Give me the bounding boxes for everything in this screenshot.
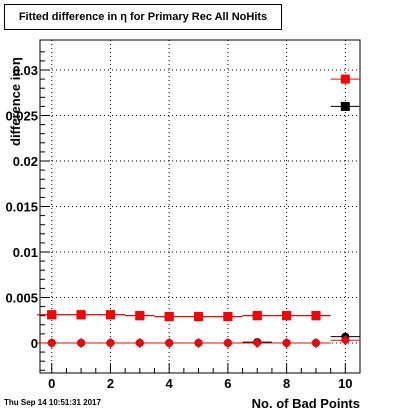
x-tick-label: 6 bbox=[224, 376, 231, 391]
data-point bbox=[222, 337, 233, 348]
data-point bbox=[310, 337, 321, 348]
data-point bbox=[281, 337, 292, 348]
data-point bbox=[47, 310, 57, 320]
y-tick-label: 0.005 bbox=[5, 290, 38, 305]
data-point bbox=[311, 311, 321, 321]
x-tick-label: 10 bbox=[338, 376, 352, 391]
y-axis-label: difference in η bbox=[8, 57, 23, 146]
data-point bbox=[164, 337, 175, 348]
data-point bbox=[135, 311, 145, 321]
data-point bbox=[252, 311, 262, 321]
data-point bbox=[76, 310, 86, 320]
data-point bbox=[340, 101, 350, 111]
x-axis-label: No. of Bad Points bbox=[251, 396, 360, 411]
y-tick-label: 0.02 bbox=[13, 154, 38, 169]
x-tick-label: 8 bbox=[283, 376, 290, 391]
data-point bbox=[340, 335, 351, 346]
y-tick-label: 0.01 bbox=[13, 245, 38, 260]
data-point bbox=[340, 74, 350, 84]
chart-title: Fitted difference in η for Primary Rec A… bbox=[4, 4, 282, 30]
y-tick-label: 0 bbox=[31, 336, 38, 351]
data-point bbox=[282, 311, 292, 321]
data-point bbox=[193, 337, 204, 348]
data-point bbox=[105, 337, 116, 348]
data-point bbox=[105, 310, 115, 320]
data-point bbox=[164, 312, 174, 322]
x-tick-label: 4 bbox=[166, 376, 174, 391]
data-point bbox=[194, 312, 204, 322]
data-point bbox=[134, 337, 145, 348]
x-tick-label: 2 bbox=[107, 376, 114, 391]
y-tick-label: 0.025 bbox=[5, 109, 38, 124]
y-tick-label: 0.03 bbox=[13, 63, 38, 78]
data-point bbox=[223, 312, 233, 322]
data-point bbox=[76, 337, 87, 348]
data-point bbox=[252, 337, 263, 348]
data-point bbox=[46, 337, 57, 348]
y-tick-label: 0.015 bbox=[5, 200, 38, 215]
x-tick-label: 0 bbox=[48, 376, 55, 391]
timestamp: Thu Sep 14 10:51:31 2017 bbox=[4, 398, 101, 407]
